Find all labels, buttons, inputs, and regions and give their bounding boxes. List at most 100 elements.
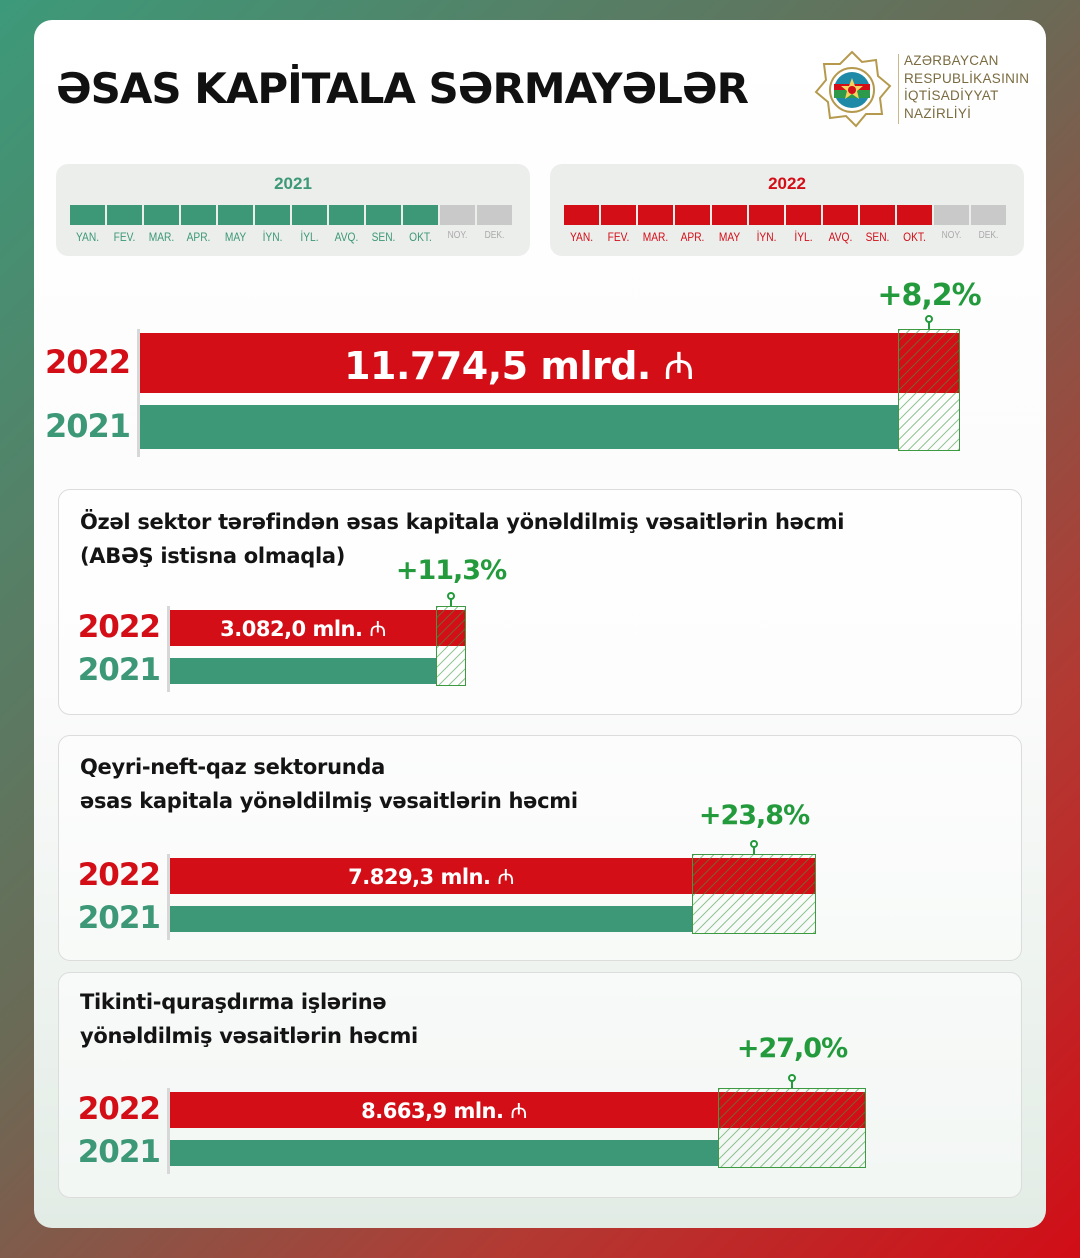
month-label: MAY	[224, 230, 247, 244]
month-block	[638, 205, 673, 225]
month-block	[107, 205, 142, 225]
month-cell: SEN.	[860, 205, 895, 244]
month-block	[860, 205, 895, 225]
bar-2022	[170, 610, 466, 646]
month-cell: FEV.	[601, 205, 636, 244]
month-cell: İYN.	[749, 205, 784, 244]
month-label: MAR.	[642, 230, 669, 244]
month-block	[823, 205, 858, 225]
value-text: 8.663,9 mln.	[361, 1098, 511, 1123]
month-cell: İYN.	[255, 205, 290, 244]
month-block	[971, 205, 1006, 225]
manat-icon: ₼	[663, 344, 695, 389]
month-block	[601, 205, 636, 225]
month-block	[564, 205, 599, 225]
month-cell: MAR.	[638, 205, 673, 244]
ministry-line: NAZİRLİYİ	[904, 105, 972, 121]
month-block	[292, 205, 327, 225]
bar-2021	[170, 906, 692, 932]
manat-icon: ₼	[369, 616, 386, 641]
growth-pin	[788, 1074, 796, 1088]
ministry-line: RESPUBLİKASININ	[904, 70, 1030, 86]
month-block	[440, 205, 475, 225]
panel-title-line: (ABƏŞ istisna olmaqla)	[80, 544, 346, 568]
construction-title: Tikinti-quraşdırma işlərinə yönəldilmiş …	[80, 985, 418, 1053]
timeline-year-2022: 2022	[768, 174, 806, 193]
manat-icon: ₼	[510, 1098, 527, 1123]
growth-pin	[925, 315, 933, 329]
month-block	[786, 205, 821, 225]
month-cell: NOY.	[440, 205, 475, 244]
month-label: NOY.	[447, 230, 468, 241]
growth-pin	[750, 840, 758, 854]
bar-2022	[140, 333, 960, 393]
month-label: FEV.	[113, 230, 136, 244]
month-cell: YAN.	[70, 205, 105, 244]
logo-divider	[898, 54, 899, 124]
non-oil-title: Qeyri-neft-qaz sektorunda əsas kapitala …	[80, 750, 578, 818]
growth-region	[436, 606, 466, 686]
page-title: ƏSAS KAPİTALA SƏRMAYƏLƏR	[56, 64, 749, 113]
year-label-2022: 2022	[44, 343, 131, 382]
month-label: APR.	[186, 230, 211, 244]
month-cell: YAN.	[564, 205, 599, 244]
month-label: FEV.	[607, 230, 630, 244]
month-label: APR.	[680, 230, 705, 244]
month-label: OKT.	[903, 230, 926, 244]
month-cell: İYL.	[786, 205, 821, 244]
month-cell: AVQ.	[823, 205, 858, 244]
month-block	[144, 205, 179, 225]
growth-pin	[447, 592, 455, 606]
panel-title-line: Qeyri-neft-qaz sektorunda	[80, 755, 386, 779]
month-block	[712, 205, 747, 225]
month-cell: MAY	[218, 205, 253, 244]
year-label-2022: 2022	[77, 1090, 161, 1127]
month-label: AVQ.	[334, 230, 359, 244]
bar-2021	[170, 1140, 718, 1166]
month-label: NOY.	[941, 230, 962, 241]
month-block	[181, 205, 216, 225]
value-label: 11.774,5 mlrd. ₼	[140, 339, 898, 391]
chart-axis	[137, 329, 140, 457]
month-cell: NOY.	[934, 205, 969, 244]
month-cell: MAY	[712, 205, 747, 244]
year-label-2022: 2022	[77, 856, 161, 893]
month-block	[218, 205, 253, 225]
month-cell: AVQ.	[329, 205, 364, 244]
month-label: OKT.	[409, 230, 432, 244]
growth-region	[718, 1088, 866, 1168]
growth-percent: +23,8%	[698, 800, 810, 831]
ministry-emblem-icon	[810, 48, 894, 132]
month-block	[897, 205, 932, 225]
growth-region	[898, 329, 960, 451]
month-label: İYN.	[262, 230, 283, 244]
month-block	[934, 205, 969, 225]
value-label: 7.829,3 mln. ₼	[170, 863, 692, 891]
month-block	[477, 205, 512, 225]
value-label: 8.663,9 mln. ₼	[170, 1097, 718, 1125]
month-label: DEK.	[484, 230, 505, 241]
month-label: YAN.	[75, 230, 100, 244]
month-row-2021: YAN. FEV. MAR. APR. MAY İYN. İYL. AVQ. SEN. OKT. N…	[70, 205, 512, 244]
year-label-2021: 2021	[77, 1133, 161, 1170]
ministry-line: İQTİSADİYYAT	[904, 88, 999, 103]
month-label: İYN.	[756, 230, 777, 244]
value-label: 3.082,0 mln. ₼	[170, 615, 436, 643]
month-cell: İYL.	[292, 205, 327, 244]
month-block	[749, 205, 784, 225]
month-label: İYL.	[300, 230, 319, 244]
year-label-2022: 2022	[77, 608, 161, 645]
bar-2021	[170, 658, 436, 684]
month-block	[675, 205, 710, 225]
panel-title-line: Özəl sektor tərəfindən əsas kapitala yön…	[80, 510, 845, 534]
month-label: İYL.	[794, 230, 813, 244]
month-cell: FEV.	[107, 205, 142, 244]
ministry-name: AZƏRBAYCAN RESPUBLİKASININ İQTİSADİYYAT …	[904, 52, 1029, 122]
month-cell: MAR.	[144, 205, 179, 244]
value-text: 11.774,5 mlrd.	[344, 344, 664, 389]
timeline-2021: 2021 YAN. FEV. MAR. APR. MAY İYN. İYL. AVQ. SEN.…	[56, 164, 530, 256]
month-label: SEN.	[371, 230, 396, 244]
month-cell: APR.	[181, 205, 216, 244]
month-block	[255, 205, 290, 225]
month-label: MAY	[718, 230, 741, 244]
